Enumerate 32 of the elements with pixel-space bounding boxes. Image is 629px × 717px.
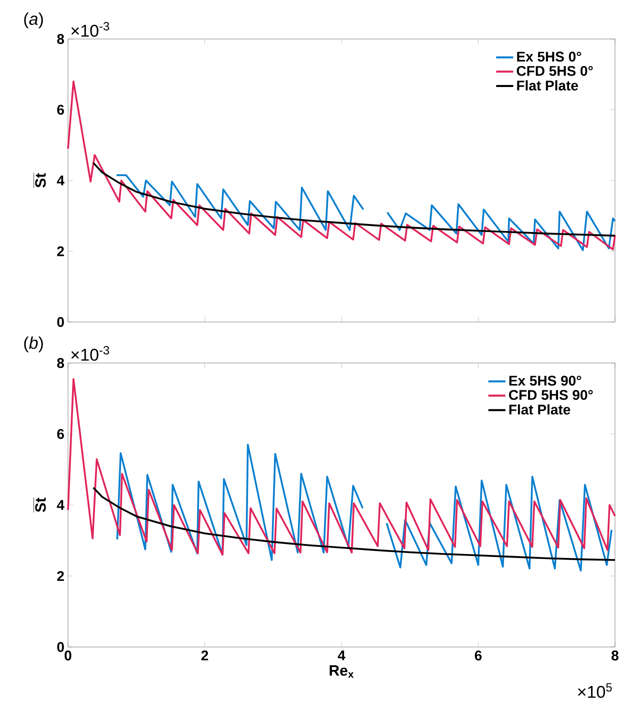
line-series bbox=[92, 486, 616, 561]
y-axis-title: $\overline{\textbf{St}}$ bbox=[34, 172, 46, 188]
legend-label: CFD 5HS 90° bbox=[509, 390, 593, 400]
y-tick-label: 4 bbox=[56, 500, 64, 510]
x-tick-label: 6 bbox=[474, 650, 482, 660]
text: ×10$^{5}$ bbox=[578, 683, 612, 698]
y-tick-label: 4 bbox=[56, 176, 64, 186]
text: (b) bbox=[24, 336, 43, 352]
x-tick-label: 2 bbox=[201, 650, 208, 660]
y-tick-label: 6 bbox=[57, 429, 64, 439]
text: (a) bbox=[24, 12, 43, 28]
y-tick-label: 6 bbox=[57, 104, 64, 115]
y-tick-label: 8 bbox=[57, 358, 64, 368]
line-series bbox=[67, 80, 616, 250]
x-axis-title: Re$_{x}$ bbox=[330, 665, 354, 678]
y-tick-label: 0 bbox=[57, 317, 64, 327]
y-tick-label: 0 bbox=[57, 642, 64, 652]
y-tick-label: 8 bbox=[57, 34, 64, 44]
x-tick-label: 0 bbox=[64, 650, 72, 660]
x-tick-label: 8 bbox=[612, 650, 618, 660]
y-tick-label: 2 bbox=[57, 246, 64, 256]
line-series bbox=[92, 162, 616, 237]
text: ×10$^{-3}$ bbox=[71, 22, 110, 37]
y-axis-title: $\overline{\textbf{St}}$ bbox=[34, 498, 46, 512]
text: ×10$^{-3}$ bbox=[71, 346, 110, 361]
x-tick-label: 4 bbox=[338, 650, 346, 660]
legend-label: Flat Plate bbox=[517, 80, 578, 91]
legend-label: Flat Plate bbox=[509, 404, 570, 415]
y-tick-label: 2 bbox=[57, 571, 64, 581]
legend-label: Ex 5HS 90° bbox=[509, 376, 582, 386]
legend-label: Ex 5HS 0° bbox=[517, 52, 582, 62]
legend-label: CFD 5HS 0° bbox=[516, 66, 593, 76]
